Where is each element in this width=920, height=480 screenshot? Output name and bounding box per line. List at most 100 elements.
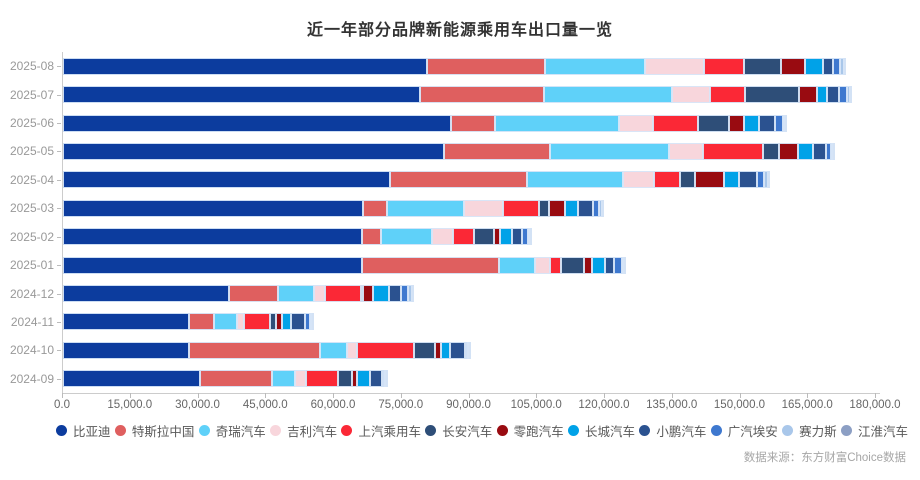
bar-segment-byd[interactable] [63,142,444,160]
bar-segment-seres[interactable] [763,171,769,189]
bar-segment-leapmotor[interactable] [549,199,566,217]
bar-segment-chery[interactable] [545,57,645,75]
bar-segment-jac[interactable] [844,57,847,75]
bar-segment-geely[interactable] [346,341,358,359]
bar-segment-saic[interactable] [703,142,764,160]
bar-segment-jac[interactable] [623,256,626,274]
bar-segment-tesla-china[interactable] [229,285,278,303]
bar-segment-byd[interactable] [63,256,363,274]
bar-segment-jac[interactable] [529,228,532,246]
bar-segment-gac-aion[interactable] [839,86,847,104]
bar-segment-chery[interactable] [550,142,670,160]
bar-segment-saic[interactable] [243,313,270,331]
bar-segment-leapmotor[interactable] [434,341,442,359]
bar-segment-geely[interactable] [295,370,306,388]
bar-segment-geely[interactable] [644,57,705,75]
bar-segment-jac[interactable] [385,370,388,388]
legend-item-jac[interactable]: 江淮汽车 [840,421,908,440]
legend-item-byd[interactable]: 比亚迪 [56,421,111,440]
bar-segment-gac-aion[interactable] [613,256,622,274]
bar-segment-saic[interactable] [549,256,562,274]
bar-segment-jac[interactable] [469,341,472,359]
bar-segment-changan[interactable] [539,199,550,217]
bar-segment-saic[interactable] [324,285,362,303]
bar-segment-saic[interactable] [710,86,746,104]
bar-segment-seres[interactable] [310,313,313,331]
bar-segment-leapmotor[interactable] [276,313,282,331]
bar-segment-geely[interactable] [236,313,244,331]
bar-segment-changan[interactable] [745,86,799,104]
bar-segment-jac[interactable] [601,199,604,217]
bar-segment-gac-aion[interactable] [381,370,384,388]
bar-segment-tesla-china[interactable] [189,313,215,331]
bar-segment-great-wall[interactable] [743,114,759,132]
bar-segment-jac[interactable] [411,285,415,303]
bar-segment-xpeng[interactable] [812,142,826,160]
bar-segment-seres[interactable] [830,142,833,160]
bar-segment-gac-aion[interactable] [774,114,783,132]
bar-segment-great-wall[interactable] [817,86,828,104]
bar-segment-tesla-china[interactable] [389,171,527,189]
legend-item-xpeng[interactable]: 小鹏汽车 [639,421,706,440]
bar-segment-great-wall[interactable] [356,370,370,388]
legend-item-seres[interactable]: 赛力斯 [782,421,837,440]
bar-segment-seres[interactable] [383,370,386,388]
bar-segment-great-wall[interactable] [805,57,823,75]
bar-segment-leapmotor[interactable] [728,114,744,132]
legend-item-changan[interactable]: 长安汽车 [425,421,492,440]
bar-segment-tesla-china[interactable] [189,341,321,359]
legend-item-chery[interactable]: 奇瑞汽车 [198,421,266,440]
bar-segment-saic[interactable] [653,114,698,132]
bar-segment-chery[interactable] [526,171,624,189]
bar-segment-chery[interactable] [320,341,347,359]
bar-segment-chery[interactable] [495,114,620,132]
bar-segment-geely[interactable] [619,114,654,132]
bar-segment-xpeng[interactable] [512,228,523,246]
bar-segment-byd[interactable] [63,199,363,217]
bar-segment-geely[interactable] [432,228,454,246]
bar-segment-xpeng[interactable] [290,313,306,331]
bar-segment-byd[interactable] [63,171,390,189]
bar-segment-geely[interactable] [534,256,550,274]
bar-segment-tesla-china[interactable] [362,228,381,246]
bar-segment-chery[interactable] [272,370,296,388]
bar-segment-tesla-china[interactable] [419,86,545,104]
bar-segment-chery[interactable] [498,256,535,274]
bar-segment-jac[interactable] [850,86,853,104]
bar-segment-chery[interactable] [277,285,315,303]
bar-segment-gac-aion[interactable] [833,57,841,75]
bar-segment-xpeng[interactable] [822,57,833,75]
bar-segment-changan[interactable] [763,142,780,160]
bar-segment-xpeng[interactable] [369,370,382,388]
bar-segment-changan[interactable] [361,285,364,303]
bar-segment-changan[interactable] [413,341,435,359]
bar-segment-geely[interactable] [314,285,325,303]
bar-segment-tesla-china[interactable] [426,57,546,75]
bar-segment-chery[interactable] [380,228,432,246]
bar-segment-tesla-china[interactable] [443,142,551,160]
bar-segment-byd[interactable] [63,86,420,104]
bar-segment-leapmotor[interactable] [351,370,357,388]
bar-segment-chery[interactable] [214,313,237,331]
bar-segment-xpeng[interactable] [758,114,775,132]
bar-segment-byd[interactable] [63,370,201,388]
bar-segment-gac-aion[interactable] [522,228,528,246]
bar-segment-jac[interactable] [312,313,315,331]
bar-segment-seres[interactable] [782,114,786,132]
bar-segment-byd[interactable] [63,57,427,75]
bar-segment-byd[interactable] [63,341,190,359]
bar-segment-seres[interactable] [527,228,530,246]
bar-segment-changan[interactable] [680,171,696,189]
bar-segment-seres[interactable] [840,57,845,75]
bar-segment-seres[interactable] [407,285,412,303]
bar-segment-leapmotor[interactable] [779,142,798,160]
bar-segment-great-wall[interactable] [565,199,579,217]
bar-segment-leapmotor[interactable] [584,256,593,274]
bar-segment-saic[interactable] [704,57,744,75]
bar-segment-seres[interactable] [846,86,851,104]
bar-segment-great-wall[interactable] [372,285,389,303]
bar-segment-saic[interactable] [654,171,681,189]
bar-segment-byd[interactable] [63,114,452,132]
bar-segment-great-wall[interactable] [441,341,450,359]
bar-segment-changan[interactable] [269,313,277,331]
